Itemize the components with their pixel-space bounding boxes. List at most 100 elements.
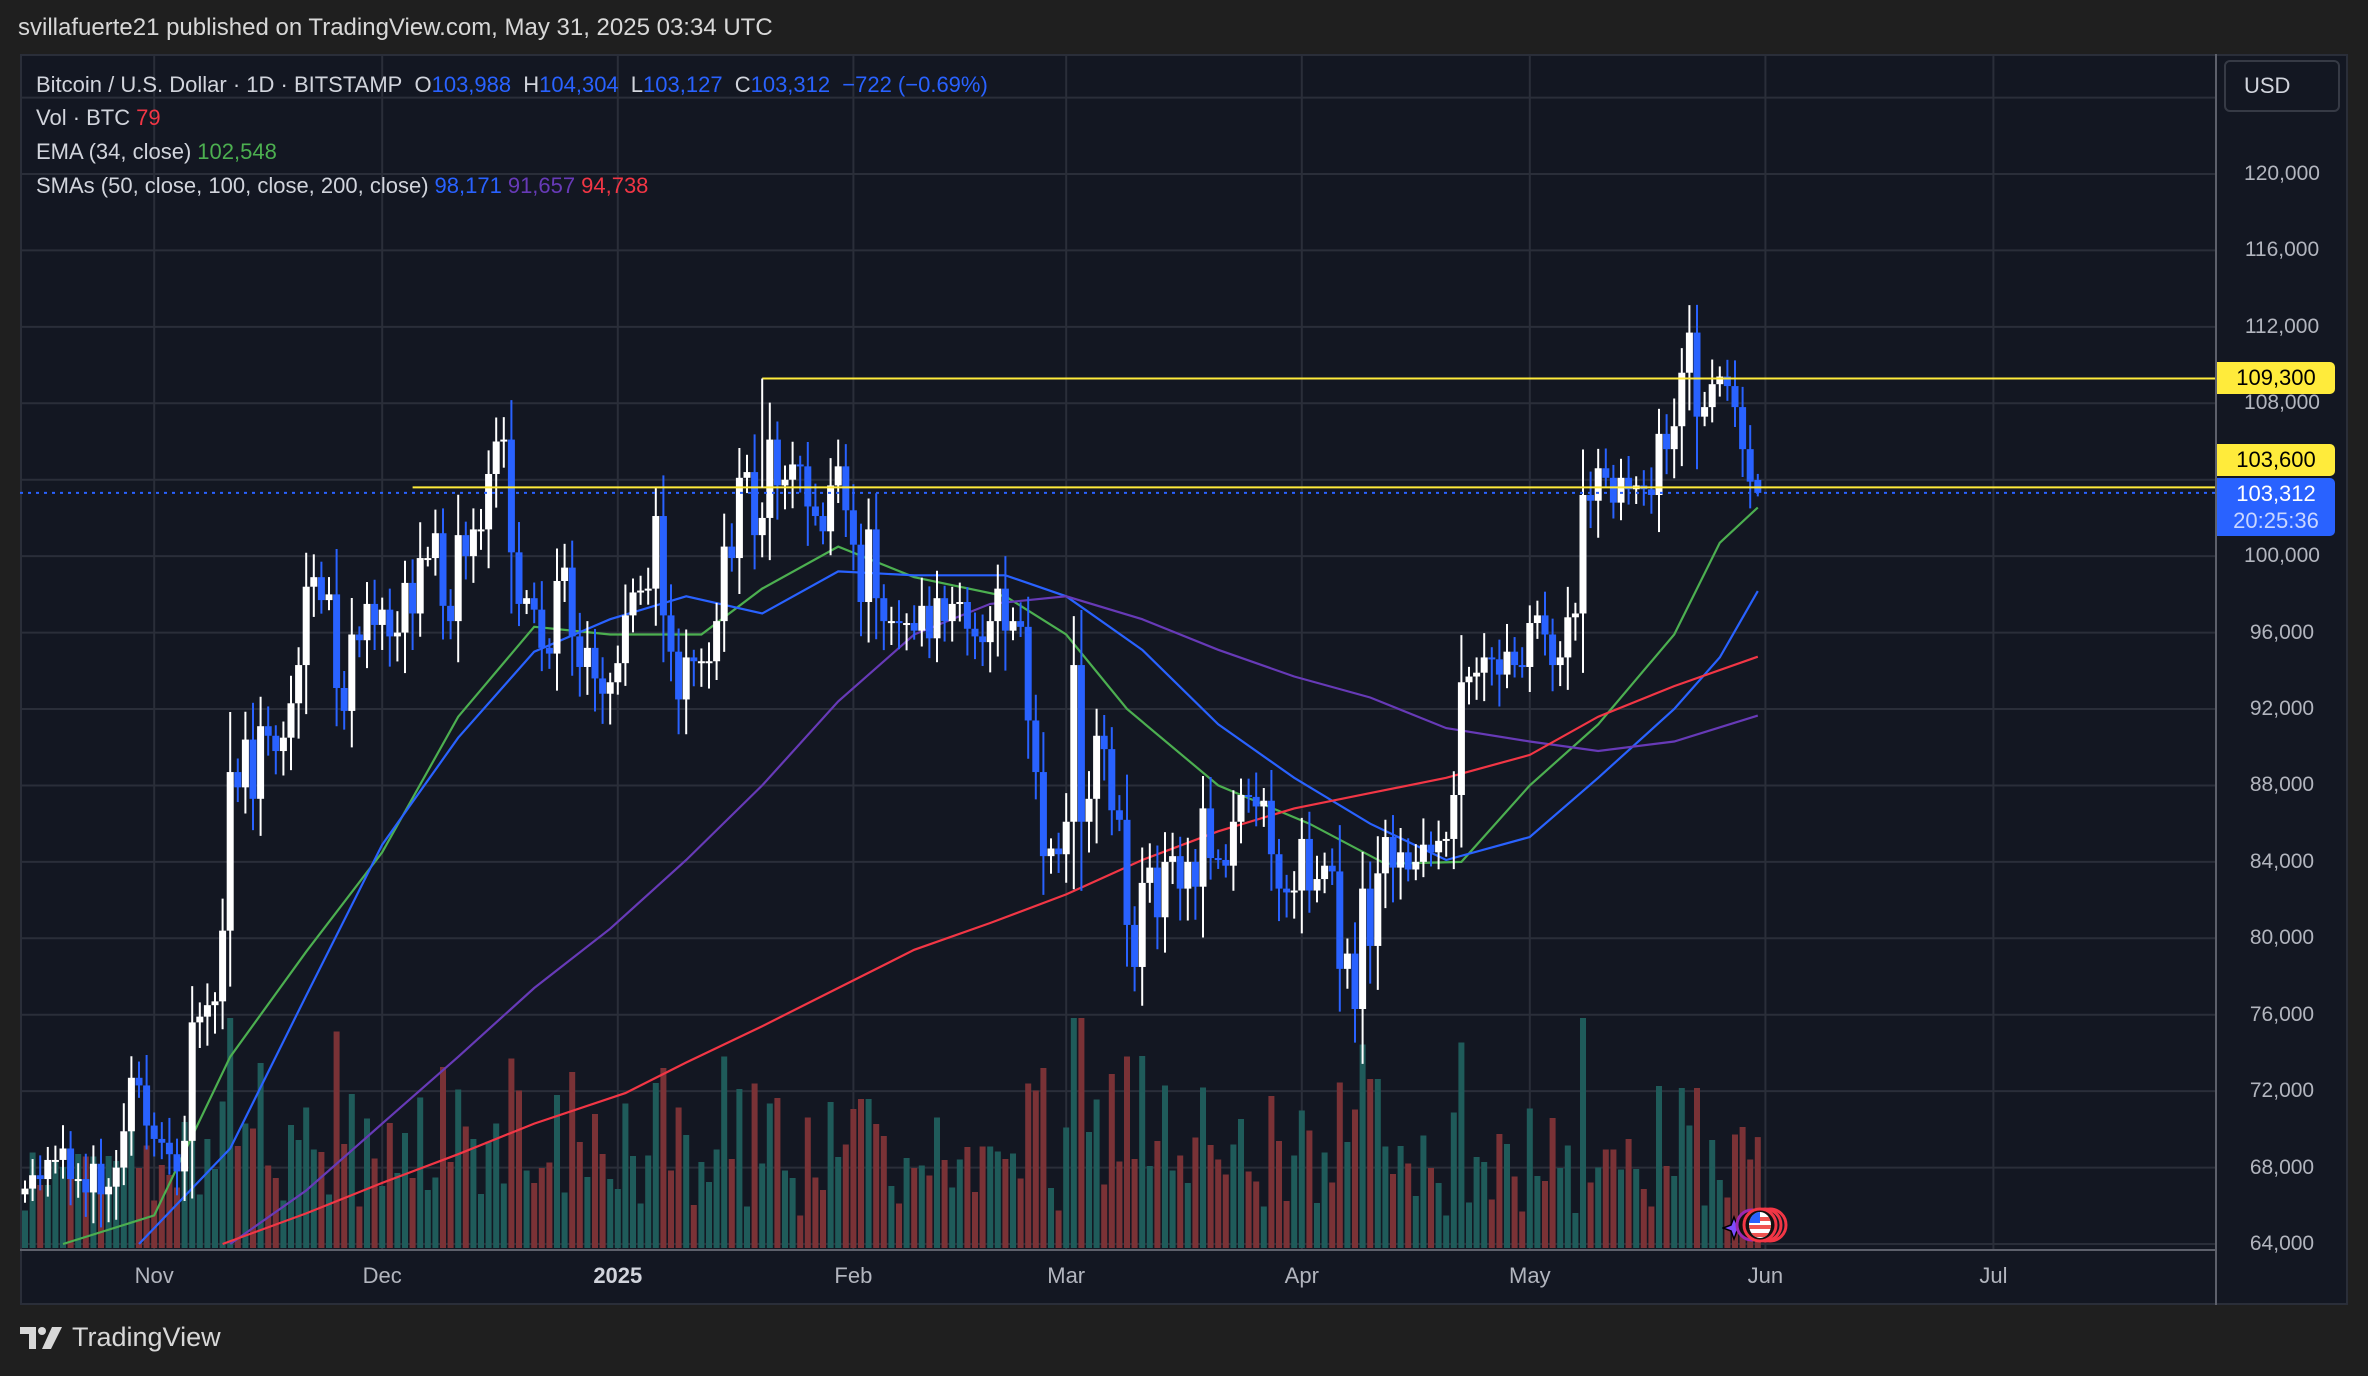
currency-button[interactable]: USD	[2224, 60, 2340, 112]
candle-body	[697, 661, 705, 664]
volume-bar	[766, 1103, 773, 1248]
volume-bar	[1048, 1188, 1054, 1248]
volume-bar	[607, 1179, 614, 1248]
price-axis-label: 100,000	[2244, 544, 2320, 568]
volume-bar	[1633, 1169, 1640, 1248]
candle-body	[1678, 372, 1686, 427]
sma-legend[interactable]: SMAs (50, close, 100, close, 200, close)…	[36, 173, 654, 199]
candle-body	[1138, 882, 1146, 967]
candle-body	[1723, 376, 1731, 387]
candle-body	[675, 651, 683, 700]
symbol-name[interactable]: Bitcoin / U.S. Dollar · 1D · BITSTAMP	[36, 72, 403, 97]
ema-value: 102,548	[197, 139, 277, 164]
volume-bar	[1116, 1161, 1123, 1248]
volume-bar	[774, 1098, 781, 1248]
candle-body	[272, 735, 280, 752]
volume-bar	[1420, 1135, 1427, 1248]
candle-body	[1663, 433, 1671, 450]
candle-body	[1222, 859, 1230, 866]
candle-body	[918, 605, 926, 631]
candle-body	[1199, 808, 1207, 887]
volume-legend[interactable]: Vol · BTC 79	[36, 105, 167, 131]
candle-body	[29, 1175, 37, 1189]
candle-body	[401, 582, 409, 633]
volume-bar	[1473, 1157, 1480, 1248]
symbol-legend[interactable]: Bitcoin / U.S. Dollar · 1D · BITSTAMP O1…	[36, 72, 994, 98]
candle-body	[1746, 449, 1754, 482]
candle-body	[424, 558, 432, 561]
candle-body	[644, 588, 652, 591]
candle-body	[1465, 676, 1473, 683]
volume-bar	[880, 1136, 887, 1248]
candle-body	[538, 609, 546, 648]
ema-legend[interactable]: EMA (34, close) 102,548	[36, 139, 283, 165]
volume-bar	[257, 1063, 264, 1248]
candle-body	[887, 621, 895, 624]
volume-bar	[1374, 1079, 1381, 1248]
volume-bar	[424, 1190, 431, 1248]
candle-body	[127, 1077, 135, 1132]
time-axis-label: Dec	[362, 1263, 402, 1288]
volume-bar	[1640, 1189, 1647, 1248]
open-value: 103,988	[431, 72, 512, 97]
volume-bar	[888, 1186, 895, 1248]
volume-value: 79	[136, 105, 161, 130]
volume-bar	[219, 1101, 226, 1248]
candle-body	[1587, 495, 1595, 501]
volume-bar	[318, 1152, 325, 1248]
tradingview-logo[interactable]: TradingView	[20, 1322, 221, 1353]
volume-bar	[1032, 1090, 1039, 1248]
candle-body	[751, 472, 759, 536]
volume-bar	[348, 1094, 355, 1248]
candle-body	[393, 632, 401, 637]
volume-bar	[242, 1123, 249, 1248]
volume-bar	[614, 1189, 621, 1248]
volume-bar	[1108, 1074, 1115, 1248]
volume-bar	[592, 1114, 598, 1248]
candle-body	[1336, 871, 1344, 969]
candle-body	[1511, 651, 1519, 666]
candle-body	[811, 506, 819, 517]
sma-label: SMAs (50, close, 100, close, 200, close)	[36, 173, 429, 198]
candle-body	[1716, 376, 1724, 385]
volume-bar	[1519, 1211, 1526, 1248]
candle-body	[1260, 800, 1268, 807]
volume-bar	[371, 1158, 378, 1248]
volume-bar	[523, 1170, 530, 1248]
volume-bar	[1428, 1168, 1434, 1248]
volume-bar	[1253, 1181, 1260, 1248]
candle-body	[963, 602, 971, 629]
volume-bar	[1580, 1018, 1586, 1248]
volume-bar	[1359, 1044, 1366, 1248]
candle-body	[287, 703, 295, 738]
chart-panel[interactable]	[20, 54, 2348, 1305]
candle-body	[1701, 407, 1709, 417]
indicator-line-sma100	[229, 595, 1759, 1245]
candle-body	[1480, 657, 1488, 673]
candle-body	[1579, 495, 1587, 614]
price-chart[interactable]	[20, 54, 2215, 1250]
candle-body	[89, 1163, 97, 1193]
indicator-line-sma200	[222, 655, 1759, 1246]
volume-bar	[1268, 1096, 1275, 1248]
candle-body	[82, 1179, 90, 1193]
volume-bar	[1344, 1142, 1351, 1248]
candle-body	[1708, 384, 1716, 408]
candle-body	[690, 657, 698, 662]
candle-body	[1252, 796, 1260, 807]
candle-body	[1153, 867, 1161, 918]
volume-bar	[1466, 1202, 1472, 1248]
candle-body	[1077, 665, 1085, 822]
volume-bar	[1367, 1079, 1374, 1248]
volume-bar	[1382, 1146, 1389, 1248]
candle-body	[1389, 837, 1397, 868]
economic-events-marker[interactable]	[1722, 1205, 1802, 1245]
candle-body	[378, 609, 386, 625]
candle-body	[1328, 865, 1336, 872]
volume-bar	[1336, 1082, 1343, 1248]
candle-body	[599, 678, 607, 694]
volume-bar	[1063, 1127, 1070, 1248]
candle-body	[515, 552, 523, 604]
volume-bar	[994, 1151, 1001, 1248]
volume-bar	[584, 1177, 591, 1248]
